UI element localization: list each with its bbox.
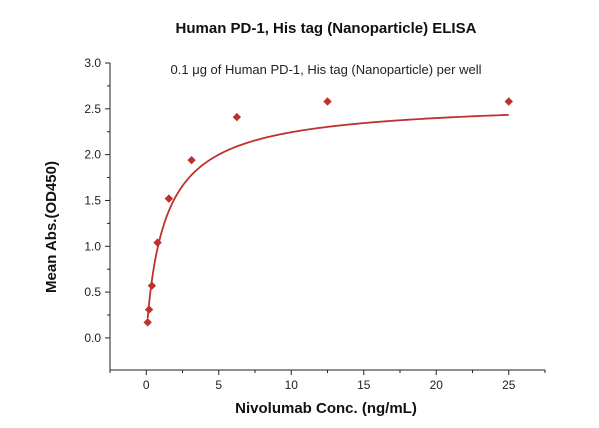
x-tick-label: 15	[357, 378, 371, 392]
y-tick-label: 1.0	[84, 239, 101, 253]
data-point	[144, 305, 154, 314]
data-point	[164, 194, 174, 203]
x-tick-label: 0	[143, 378, 150, 392]
data-point	[232, 112, 242, 122]
data-point	[153, 238, 162, 247]
data-points	[143, 97, 513, 327]
data-point	[187, 155, 196, 165]
y-tick-label: 1.5	[84, 193, 101, 207]
y-axis-label: Mean Abs.(OD450)	[43, 161, 60, 293]
data-point	[504, 97, 513, 106]
data-point	[323, 97, 332, 106]
data-point	[143, 318, 152, 327]
fit-curve	[146, 113, 509, 319]
x-tick-label: 25	[502, 378, 516, 392]
axes	[109, 63, 545, 371]
x-tick-label: 10	[285, 378, 299, 392]
y-tick-label: 2.0	[84, 148, 101, 162]
chart-title: Human PD-1, His tag (Nanoparticle) ELISA	[176, 20, 477, 37]
x-tick-label: 5	[215, 378, 222, 392]
ticks: 0.0 0.5 1.0 1.5 2.0 2.5 3.0 0 5 10 15 20 25	[84, 56, 546, 392]
y-tick-label: 0.0	[84, 331, 101, 345]
data-point	[147, 281, 157, 290]
y-tick-label: 3.0	[84, 56, 101, 70]
x-axis-label: Nivolumab Conc. (ng/mL)	[235, 400, 417, 417]
y-tick-label: 0.5	[84, 285, 101, 299]
chart-subtitle: 0.1 μg of Human PD-1, His tag (Nanoparti…	[171, 62, 482, 77]
y-tick-label: 2.5	[84, 102, 101, 116]
x-tick-label: 20	[430, 378, 444, 392]
